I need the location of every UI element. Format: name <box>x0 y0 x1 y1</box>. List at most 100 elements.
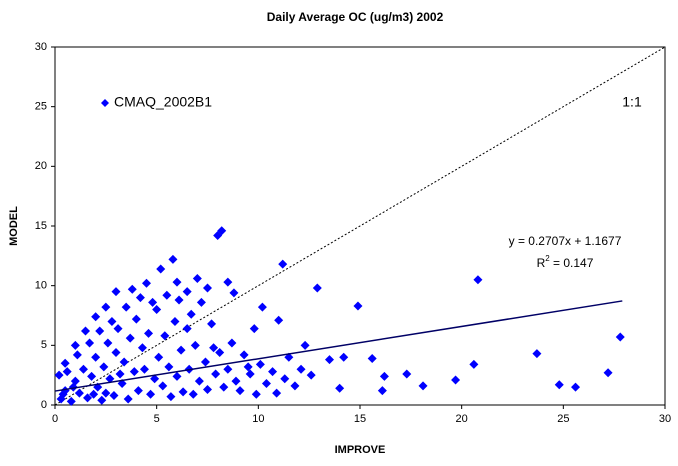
r-squared-base: R <box>537 256 546 270</box>
point <box>306 370 316 380</box>
y-tick-label: 30 <box>35 41 47 53</box>
point <box>194 376 204 386</box>
x-tick-label: 30 <box>659 413 671 425</box>
point <box>469 359 479 369</box>
point <box>158 381 168 391</box>
y-axis-label: MODEL <box>8 206 20 246</box>
point <box>379 371 389 381</box>
point <box>178 387 188 397</box>
point <box>245 369 255 379</box>
point <box>127 284 137 294</box>
point <box>105 374 115 384</box>
point <box>223 277 233 287</box>
point <box>227 338 237 348</box>
point <box>99 362 109 372</box>
point <box>131 314 141 324</box>
point <box>142 278 151 288</box>
point <box>97 395 107 405</box>
point <box>367 353 377 363</box>
point <box>66 396 76 406</box>
point <box>168 254 178 264</box>
point <box>148 297 158 307</box>
point <box>615 332 625 342</box>
point <box>150 374 160 384</box>
point <box>209 343 219 353</box>
point <box>235 386 245 396</box>
reference-label: 1:1 <box>622 94 642 110</box>
y-tick-label: 25 <box>35 101 47 113</box>
point <box>91 352 101 362</box>
point <box>243 362 253 372</box>
point <box>121 302 131 312</box>
point <box>261 379 271 389</box>
point <box>162 290 172 300</box>
point <box>125 333 135 343</box>
point <box>182 324 192 334</box>
point <box>239 350 249 360</box>
legend-label: CMAQ_2002B1 <box>114 94 212 110</box>
point <box>83 393 93 403</box>
point <box>418 381 428 391</box>
point <box>137 343 147 353</box>
point <box>166 392 176 402</box>
r-squared-rest: = 0.147 <box>550 256 594 270</box>
point <box>133 386 143 396</box>
point <box>188 389 198 399</box>
point <box>101 388 111 398</box>
point <box>74 388 84 398</box>
point <box>296 364 306 374</box>
x-tick-label: 5 <box>154 413 160 425</box>
reference-line <box>54 46 666 406</box>
point <box>174 295 184 305</box>
point <box>154 352 164 362</box>
point <box>268 367 278 377</box>
point <box>156 264 166 274</box>
point <box>290 381 300 391</box>
point <box>172 277 182 287</box>
point <box>272 388 282 398</box>
point <box>139 364 149 374</box>
trendline <box>54 300 623 392</box>
point <box>274 315 284 325</box>
point <box>280 374 290 384</box>
point <box>532 349 542 359</box>
y-tick-label: 15 <box>35 220 47 232</box>
point <box>211 369 221 379</box>
point <box>176 345 186 355</box>
point <box>115 369 125 379</box>
point <box>60 358 70 368</box>
point <box>170 316 180 326</box>
point <box>109 390 119 400</box>
point <box>89 389 99 399</box>
point <box>196 297 206 307</box>
point <box>146 389 156 399</box>
point <box>229 288 239 298</box>
point <box>68 382 78 392</box>
point <box>219 382 229 392</box>
point <box>200 357 210 367</box>
point <box>129 367 139 377</box>
x-tick-label: 0 <box>52 413 58 425</box>
y-tick-label: 0 <box>41 399 47 411</box>
point <box>207 319 217 329</box>
point <box>231 376 241 386</box>
point <box>135 293 145 303</box>
point <box>78 364 88 374</box>
point <box>335 383 345 393</box>
point <box>203 283 212 293</box>
x-tick-label: 10 <box>252 413 264 425</box>
point <box>571 382 581 392</box>
point <box>101 302 111 312</box>
point <box>251 389 261 399</box>
point <box>54 370 64 380</box>
point <box>312 283 322 293</box>
point <box>182 287 192 297</box>
point <box>87 371 97 381</box>
point <box>72 350 82 360</box>
point <box>353 301 363 311</box>
point <box>223 364 233 374</box>
legend-marker <box>101 99 109 107</box>
point <box>339 352 349 362</box>
point <box>172 371 182 381</box>
point <box>192 274 202 284</box>
